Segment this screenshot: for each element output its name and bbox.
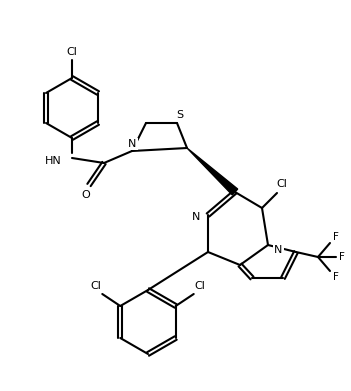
Text: Cl: Cl	[277, 179, 287, 189]
Text: Cl: Cl	[194, 281, 205, 291]
Text: Cl: Cl	[91, 281, 102, 291]
Text: F: F	[333, 272, 339, 282]
Polygon shape	[187, 148, 238, 195]
Text: F: F	[339, 252, 345, 262]
Text: N: N	[128, 139, 136, 149]
Text: N: N	[192, 212, 200, 222]
Text: N: N	[274, 245, 282, 255]
Text: O: O	[82, 190, 90, 200]
Text: S: S	[177, 110, 184, 120]
Text: F: F	[333, 232, 339, 242]
Text: HN: HN	[45, 156, 62, 166]
Text: Cl: Cl	[67, 47, 78, 57]
